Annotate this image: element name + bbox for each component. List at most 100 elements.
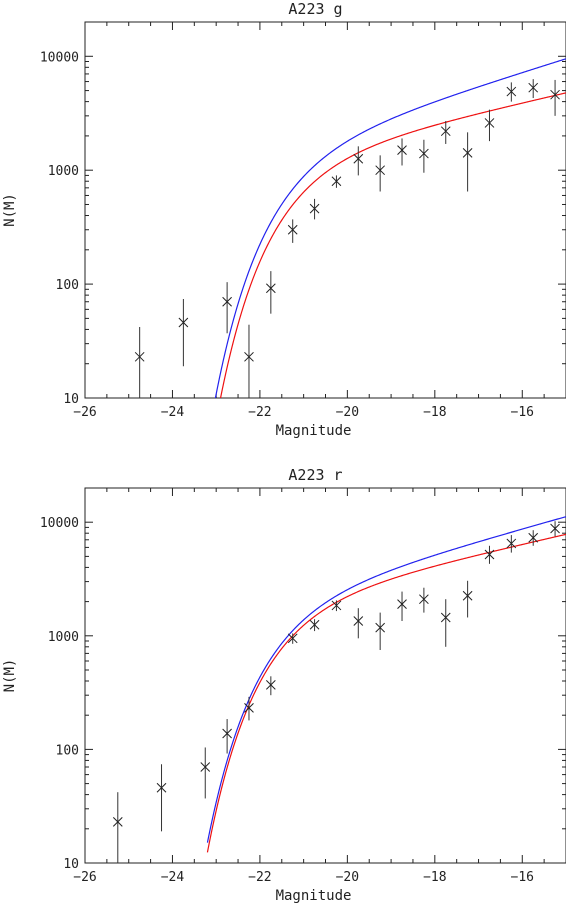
data-point [506, 538, 517, 549]
x-tick-label: −22 [248, 405, 271, 420]
plot-frame [84, 487, 566, 864]
marker-stroke [419, 594, 429, 605]
data-point [331, 176, 342, 187]
y-tick-label: 1000 [48, 630, 79, 645]
x-tick-label: −18 [423, 870, 446, 885]
marker-stroke [244, 703, 254, 713]
panel-g: −26 −24 −22 −20 −18 −16 10 100 1000 10000 A223 g Ma… [2, 0, 566, 439]
y-tick-label: 10 [63, 392, 79, 407]
marker-stroke [550, 89, 560, 100]
data-point [178, 317, 189, 328]
marker-stroke [484, 549, 495, 560]
curves-group [206, 516, 566, 853]
marker-stroke [156, 782, 167, 793]
marker-stroke [265, 283, 276, 294]
data-point [287, 633, 298, 644]
marker-stroke [375, 622, 386, 633]
schechter-fit-curve [214, 58, 566, 398]
data-point [112, 817, 123, 827]
y-axis-label: N(M) [2, 193, 18, 227]
x-tick-label: −16 [511, 405, 534, 420]
data-point [506, 86, 517, 97]
marker-stroke [309, 619, 320, 630]
marker-stroke [222, 296, 232, 307]
y-tick-label: 100 [56, 278, 79, 293]
x-tick-label: −26 [73, 405, 96, 420]
data-point [331, 600, 342, 611]
marker-stroke [244, 351, 254, 362]
marker-stroke [550, 523, 560, 534]
x-axis-label: Magnitude [276, 888, 352, 904]
data-point [222, 296, 232, 307]
x-tick-label: −18 [423, 405, 446, 420]
marker-stroke [265, 679, 276, 690]
marker-stroke [287, 633, 298, 644]
x-tick-label: −22 [248, 870, 271, 885]
marker-stroke [440, 126, 451, 137]
data-point [462, 147, 473, 158]
marker-stroke [462, 590, 473, 601]
marker-stroke [331, 176, 342, 187]
data-point [353, 153, 364, 164]
marker-stroke [200, 762, 211, 772]
data-point [419, 594, 429, 605]
data-point [156, 782, 167, 793]
marker-stroke [506, 538, 517, 549]
x-tick-label: −26 [73, 870, 96, 885]
curves-group [214, 58, 566, 398]
data-point [484, 549, 495, 560]
marker-stroke [440, 612, 451, 623]
y-tick-label: 10000 [40, 50, 79, 65]
data-point [309, 619, 320, 630]
data-point [353, 616, 364, 626]
marker-stroke [222, 728, 232, 739]
data-point [222, 728, 232, 739]
data-point [309, 203, 320, 214]
data-point [265, 283, 276, 294]
marker-stroke [528, 532, 539, 543]
marker-stroke [375, 165, 386, 176]
plot-frame [84, 21, 566, 399]
data-point [200, 762, 211, 772]
data-point [375, 622, 386, 633]
panel-r: −26 −24 −22 −20 −18 −16 10 100 1000 10000 A223 r Ma… [2, 466, 566, 904]
data-point [265, 679, 276, 690]
data-point [550, 89, 560, 100]
data-point [397, 599, 407, 609]
data-point [462, 590, 473, 601]
x-tick-label: −20 [336, 405, 359, 420]
data-point [244, 703, 254, 713]
marker-stroke [353, 153, 364, 164]
chart-title: A223 g [288, 0, 342, 18]
y-axis-label: N(M) [2, 659, 18, 693]
marker-stroke [397, 145, 407, 155]
marker-stroke [462, 147, 473, 158]
data-point [244, 351, 254, 362]
schechter-fit-curve [206, 516, 566, 843]
schechter-fit-curve [206, 533, 566, 853]
x-tick-label: −16 [511, 870, 534, 885]
data-point [375, 165, 386, 176]
marker-stroke [178, 317, 189, 328]
marker-stroke [419, 148, 429, 159]
y-tick-label: 10 [63, 857, 79, 872]
schechter-fit-curve [219, 92, 566, 398]
x-tick-label: −20 [336, 870, 359, 885]
marker-stroke [287, 224, 298, 235]
y-tick-label: 100 [56, 743, 79, 758]
x-tick-label: −24 [161, 870, 185, 885]
chart-title: A223 r [288, 466, 342, 484]
data-point [287, 224, 298, 235]
data-point [528, 532, 539, 543]
marker-stroke [397, 599, 407, 609]
data-point [397, 145, 407, 155]
data-point [528, 82, 539, 93]
data-point [440, 612, 451, 623]
y-tick-label: 1000 [48, 164, 79, 179]
data-point [484, 118, 495, 128]
marker-stroke [484, 118, 495, 128]
marker-stroke [353, 616, 364, 626]
y-tick-label: 10000 [40, 516, 79, 531]
data-point [550, 523, 560, 534]
